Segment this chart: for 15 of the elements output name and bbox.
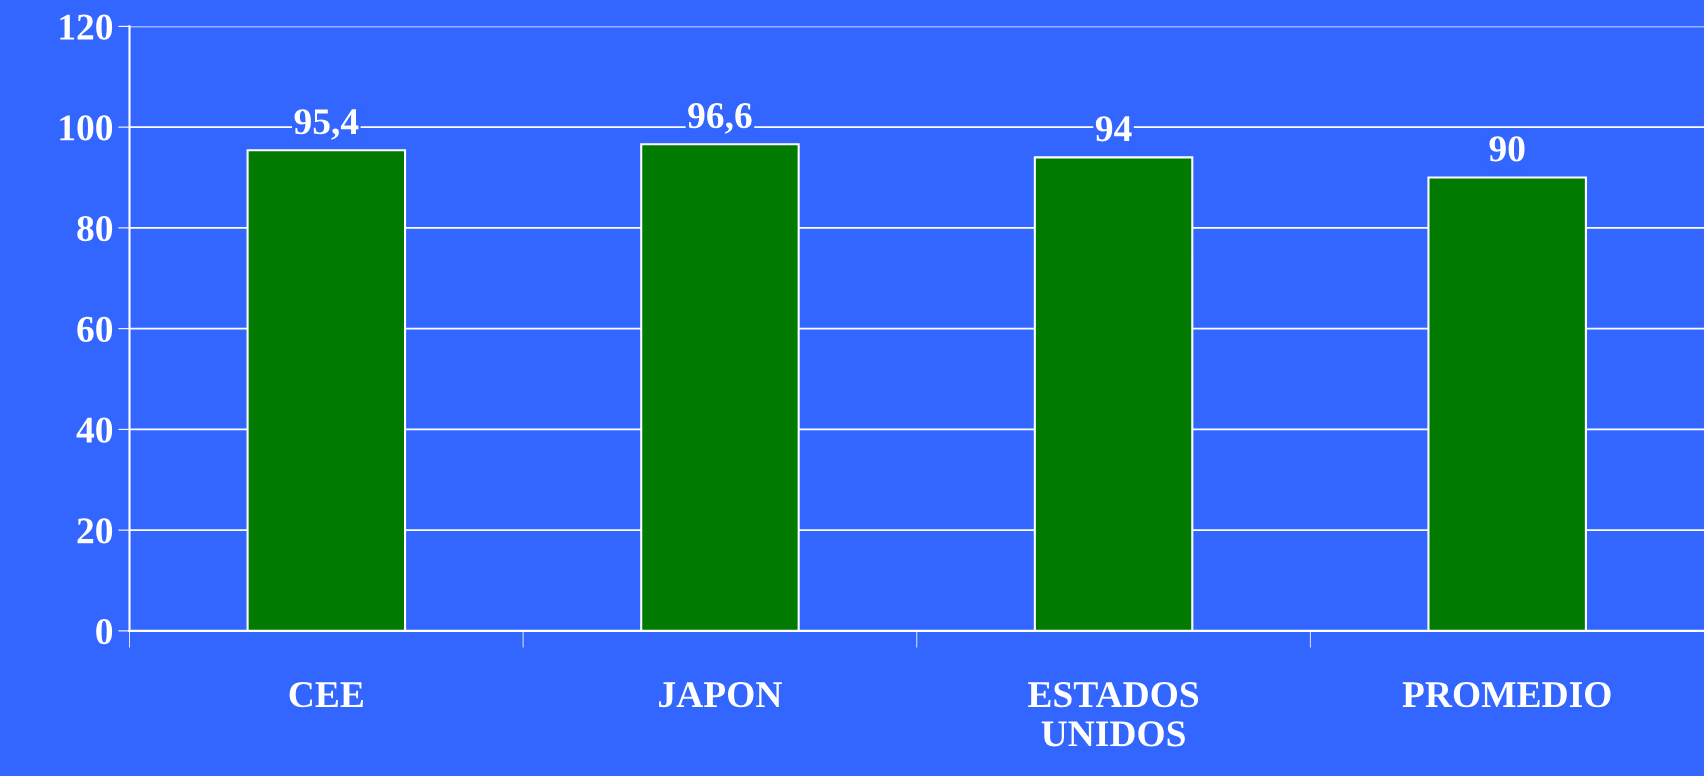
data-label: 95,4 bbox=[294, 109, 359, 140]
y-tick-label: 20 bbox=[77, 518, 113, 544]
data-label: 96,6 bbox=[688, 103, 752, 134]
y-tick-label: 0 bbox=[96, 618, 113, 645]
y-tick-label: 60 bbox=[77, 316, 113, 343]
data-label: 94 bbox=[1095, 116, 1132, 142]
x-tick-label: ESTADOS UNIDOS bbox=[1028, 682, 1199, 747]
y-tick-label: 120 bbox=[60, 14, 113, 40]
y-tick-label: 80 bbox=[77, 215, 113, 242]
y-tick-label: 100 bbox=[60, 115, 113, 141]
y-tick-label: 40 bbox=[76, 417, 113, 443]
x-tick-label: CEE bbox=[289, 682, 363, 708]
data-label: 90 bbox=[1489, 136, 1525, 162]
x-tick-label: PROMEDIO bbox=[1402, 682, 1611, 708]
x-tick-label: JAPON bbox=[659, 682, 782, 708]
